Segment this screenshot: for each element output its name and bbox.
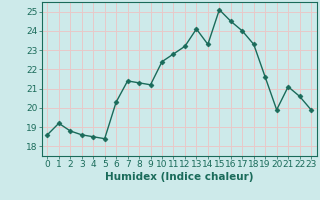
X-axis label: Humidex (Indice chaleur): Humidex (Indice chaleur) <box>105 172 253 182</box>
